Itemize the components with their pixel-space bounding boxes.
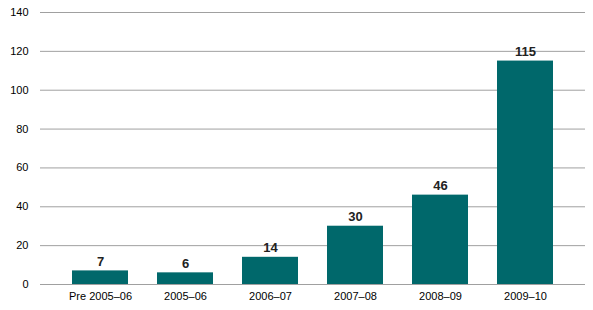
svg-text:2009–10: 2009–10 — [504, 290, 547, 302]
svg-text:60: 60 — [16, 161, 28, 173]
svg-text:115: 115 — [515, 44, 536, 59]
svg-text:0: 0 — [22, 278, 28, 290]
svg-text:20: 20 — [16, 239, 28, 251]
svg-text:2006–07: 2006–07 — [249, 290, 292, 302]
svg-text:80: 80 — [16, 123, 28, 135]
svg-text:6: 6 — [182, 256, 189, 271]
svg-text:30: 30 — [348, 209, 362, 224]
svg-text:Pre 2005–06: Pre 2005–06 — [69, 290, 132, 302]
svg-text:2007–08: 2007–08 — [334, 290, 377, 302]
svg-text:100: 100 — [10, 84, 28, 96]
svg-text:2008–09: 2008–09 — [419, 290, 462, 302]
svg-text:46: 46 — [433, 178, 447, 193]
svg-text:120: 120 — [10, 45, 28, 57]
svg-text:2005–06: 2005–06 — [164, 290, 207, 302]
svg-text:14: 14 — [263, 240, 278, 255]
svg-text:140: 140 — [10, 6, 28, 18]
svg-text:7: 7 — [97, 254, 104, 269]
svg-text:40: 40 — [16, 200, 28, 212]
